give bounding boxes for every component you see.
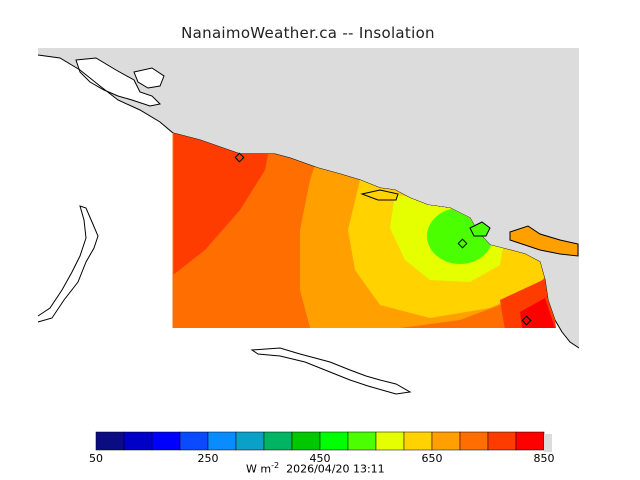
colorbar-units: W m-2 2026/04/20 13:11 bbox=[246, 461, 385, 476]
station-marker-south bbox=[521, 315, 532, 326]
island-east bbox=[509, 225, 579, 257]
station-marker-north bbox=[234, 152, 245, 163]
island-north-1 bbox=[75, 57, 162, 107]
station-marker-nanaimo bbox=[457, 238, 468, 249]
colorbar-tick-label: 450 bbox=[310, 452, 331, 465]
colorbar-tick-label: 650 bbox=[422, 452, 443, 465]
island-near-nanaimo bbox=[469, 221, 491, 237]
southern-island bbox=[250, 347, 412, 395]
colorbar-tick-label: 50 bbox=[89, 452, 103, 465]
island-north-2 bbox=[133, 67, 165, 89]
units-exponent: -2 bbox=[271, 461, 280, 470]
colorbar-swatch bbox=[235, 431, 265, 451]
colorbar-swatch bbox=[95, 431, 125, 451]
colorbar-swatch bbox=[207, 431, 237, 451]
colorbar-swatch bbox=[347, 431, 377, 451]
colorbar-swatch bbox=[403, 431, 433, 451]
colorbar-swatch bbox=[487, 431, 517, 451]
colorbar-swatch bbox=[123, 431, 153, 451]
colorbar-tick-label: 250 bbox=[198, 452, 219, 465]
colorbar-swatches bbox=[95, 431, 552, 452]
timestamp: 2026/04/20 13:11 bbox=[286, 462, 385, 476]
colorbar-swatch bbox=[151, 431, 181, 451]
colorbar-swatch bbox=[291, 431, 321, 451]
colorbar-tick-label: 850 bbox=[534, 452, 555, 465]
colorbar-swatch bbox=[515, 431, 545, 451]
colorbar-swatch bbox=[375, 431, 405, 451]
colorbar-swatch bbox=[179, 431, 209, 451]
west-coastline bbox=[37, 205, 99, 323]
colorbar-shadow bbox=[544, 434, 552, 452]
page-title: NanaimoWeather.ca -- Insolation bbox=[181, 24, 435, 42]
colorbar-ticks: 50 250 450 650 850 bbox=[89, 452, 555, 465]
island-north-shore bbox=[360, 189, 399, 201]
units-base: W m bbox=[246, 462, 272, 476]
colorbar-swatch bbox=[263, 431, 293, 451]
colorbar-swatch bbox=[319, 431, 349, 451]
mainland-land bbox=[38, 48, 579, 348]
colorbar-swatch bbox=[431, 431, 461, 451]
colorbar-swatch bbox=[459, 431, 489, 451]
